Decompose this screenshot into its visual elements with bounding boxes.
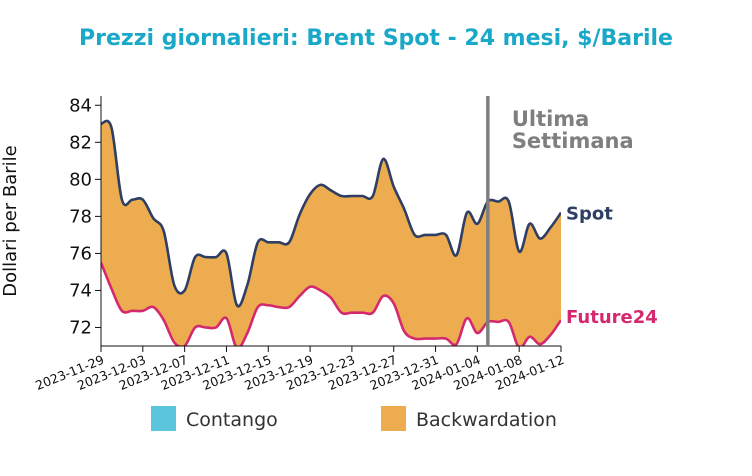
y-axis-label: Dollari per Barile [0,145,21,297]
annotation-line: Ultima [512,107,590,131]
backwardation-area [101,120,561,346]
y-tick-label: 82 [69,132,92,153]
annotation-group: Ultima Settimana Spot Future24 [486,96,658,346]
y-tick-label: 84 [69,95,92,116]
legend-swatch-contango [151,406,176,431]
y-tick-label: 74 [69,280,92,301]
future24-line [101,262,561,346]
annotation-line: Settimana [512,129,634,153]
legend: Contango Backwardation [151,406,557,431]
spot-line [101,119,561,308]
legend-label-contango: Contango [186,409,278,431]
series-lines-group [101,119,561,346]
y-tick-label: 72 [69,317,92,338]
legend-swatch-backwardation [381,406,406,431]
y-tick-label: 78 [69,206,92,227]
area-fill-group [101,120,561,346]
y-tick-label: 80 [69,169,92,190]
future24-end-label: Future24 [566,307,658,328]
legend-label-backwardation: Backwardation [416,409,557,431]
y-tick-label: 76 [69,243,92,264]
chart-title: Prezzi giornalieri: Brent Spot - 24 mesi… [79,26,673,51]
spot-end-label: Spot [566,204,613,225]
last-week-annotation: Ultima Settimana [512,107,634,153]
